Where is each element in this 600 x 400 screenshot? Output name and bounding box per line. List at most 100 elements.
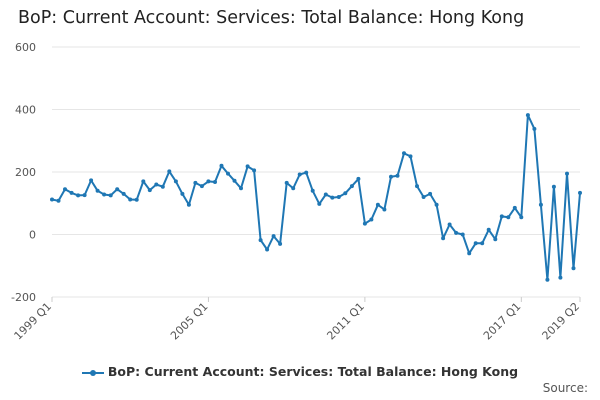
data-point[interactable]	[317, 201, 322, 206]
data-point[interactable]	[167, 169, 172, 174]
data-point[interactable]	[499, 214, 504, 219]
data-point[interactable]	[454, 230, 459, 235]
data-point[interactable]	[154, 182, 159, 187]
data-point[interactable]	[304, 170, 309, 175]
data-point[interactable]	[219, 163, 224, 168]
data-point[interactable]	[519, 215, 524, 220]
legend-swatch	[81, 368, 104, 378]
data-point[interactable]	[421, 195, 426, 199]
data-point[interactable]	[141, 179, 146, 184]
data-point[interactable]	[362, 221, 367, 226]
data-point[interactable]	[89, 178, 94, 183]
y-tick-label: 600	[15, 41, 36, 54]
data-point[interactable]	[375, 202, 380, 207]
x-tick-label: 2011 Q1	[324, 300, 367, 343]
data-point[interactable]	[63, 187, 67, 192]
gridlines	[52, 46, 580, 298]
data-point[interactable]	[102, 192, 107, 197]
x-tick-label: 2017 Q1	[481, 300, 524, 343]
data-point[interactable]	[199, 184, 204, 189]
data-point[interactable]	[147, 188, 152, 193]
data-point[interactable]	[180, 191, 185, 196]
data-point[interactable]	[558, 275, 563, 280]
data-point[interactable]	[108, 193, 113, 198]
data-point[interactable]	[284, 180, 289, 185]
data-point[interactable]	[95, 188, 100, 193]
data-point[interactable]	[467, 251, 472, 256]
series-group	[50, 113, 582, 282]
data-point[interactable]	[226, 171, 230, 176]
data-point[interactable]	[506, 215, 511, 220]
data-point[interactable]	[538, 202, 543, 207]
data-point[interactable]	[323, 192, 328, 197]
data-point[interactable]	[245, 164, 250, 169]
data-point[interactable]	[50, 197, 54, 202]
data-point[interactable]	[486, 227, 491, 232]
data-point[interactable]	[480, 241, 485, 246]
data-point[interactable]	[565, 171, 569, 176]
data-point[interactable]	[252, 168, 257, 173]
data-point[interactable]	[428, 191, 433, 196]
data-point[interactable]	[56, 198, 61, 203]
data-point[interactable]	[336, 195, 341, 199]
data-point[interactable]	[193, 180, 198, 185]
data-point[interactable]	[278, 241, 283, 246]
data-point[interactable]	[271, 234, 276, 239]
data-point[interactable]	[128, 197, 133, 202]
data-point[interactable]	[310, 188, 315, 193]
data-point[interactable]	[512, 205, 517, 210]
data-point[interactable]	[473, 241, 478, 246]
data-point[interactable]	[186, 202, 191, 207]
data-point[interactable]	[578, 190, 582, 195]
data-point[interactable]	[349, 184, 354, 189]
data-point[interactable]	[356, 176, 361, 181]
chart-title: BoP: Current Account: Services: Total Ba…	[18, 8, 525, 28]
data-point[interactable]	[76, 193, 81, 198]
data-point[interactable]	[571, 266, 576, 271]
data-point[interactable]	[232, 178, 237, 183]
legend[interactable]: BoP: Current Account: Services: Total Ba…	[0, 364, 600, 379]
data-point[interactable]	[532, 126, 537, 131]
x-axis-ticks: 1999 Q1 2005 Q1 2011 Q1 2017 Q1 2019 Q2	[12, 297, 583, 343]
data-point[interactable]	[206, 179, 211, 184]
data-point[interactable]	[160, 184, 165, 189]
source-label: Source:	[542, 381, 588, 395]
data-point[interactable]	[369, 217, 374, 222]
data-point[interactable]	[460, 232, 465, 237]
y-tick-label: 0	[29, 229, 36, 242]
data-point[interactable]	[441, 236, 446, 241]
y-tick-label: 400	[15, 104, 36, 117]
x-tick-label: 2019 Q2	[540, 300, 583, 343]
data-point[interactable]	[134, 197, 139, 202]
data-point[interactable]	[173, 179, 178, 184]
data-point[interactable]	[545, 277, 550, 282]
series-line	[51, 114, 581, 281]
data-point[interactable]	[447, 222, 452, 227]
data-point[interactable]	[551, 184, 556, 189]
data-point[interactable]	[82, 193, 87, 198]
data-point[interactable]	[382, 207, 387, 212]
data-point[interactable]	[330, 195, 335, 200]
y-tick-label: -200	[11, 291, 36, 304]
data-point[interactable]	[291, 186, 296, 191]
y-tick-label: 200	[15, 166, 36, 179]
data-point[interactable]	[402, 151, 406, 156]
data-point[interactable]	[297, 172, 302, 177]
data-point[interactable]	[408, 154, 413, 159]
data-point[interactable]	[115, 187, 120, 192]
data-point[interactable]	[493, 237, 498, 242]
data-point[interactable]	[343, 191, 348, 196]
data-point[interactable]	[389, 174, 393, 179]
data-point[interactable]	[69, 190, 74, 195]
data-point[interactable]	[265, 247, 270, 252]
data-point[interactable]	[525, 113, 530, 118]
data-point[interactable]	[415, 184, 419, 189]
data-point[interactable]	[395, 173, 400, 178]
data-point[interactable]	[434, 202, 439, 207]
data-point[interactable]	[213, 180, 217, 184]
data-point[interactable]	[239, 186, 243, 191]
data-point[interactable]	[258, 238, 263, 243]
legend-label: BoP: Current Account: Services: Total Ba…	[107, 364, 519, 379]
data-point[interactable]	[121, 191, 126, 196]
